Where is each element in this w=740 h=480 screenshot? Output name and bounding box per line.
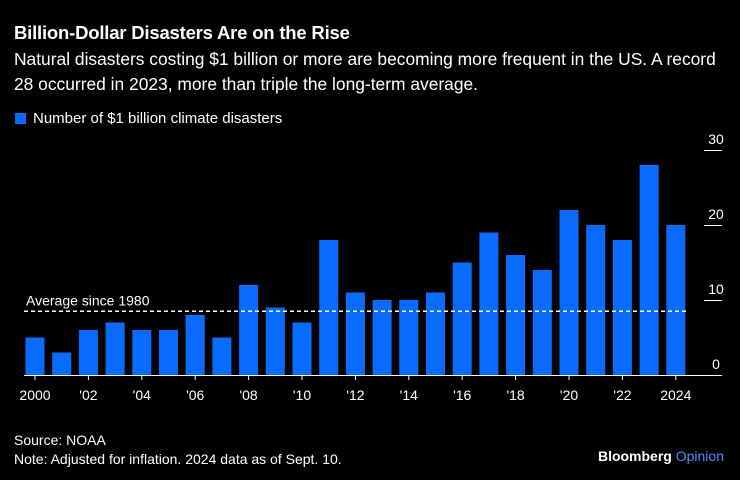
x-tick-label: 2024 [660, 387, 691, 403]
x-tick-label: '02 [79, 387, 97, 403]
bar-2017 [479, 232, 499, 375]
legend-swatch [15, 113, 26, 124]
average-line-group: Average since 1980 [24, 292, 686, 312]
bar-2018 [506, 255, 526, 375]
bar-2014 [399, 300, 419, 375]
source-note: Source: NOAA [14, 432, 106, 448]
x-tick-label: '10 [293, 387, 311, 403]
x-tick-label: '22 [613, 387, 631, 403]
x-tick-label: '20 [560, 387, 578, 403]
bar-2007 [212, 337, 232, 375]
brand-accent: Opinion [675, 448, 724, 464]
brand-logo: Bloomberg Opinion [598, 448, 724, 464]
x-tick-label: 2000 [19, 387, 50, 403]
y-tick-label: 10 [708, 281, 724, 297]
bar-2012 [345, 292, 365, 375]
x-axis: 2000 '02 '04 '06 '08 '10 '12 '14 '16 '18 '20 '22 202… [19, 375, 722, 403]
bar-2009 [265, 307, 285, 375]
average-label: Average since 1980 [26, 292, 150, 308]
bar-2008 [239, 285, 259, 375]
bar-2013 [372, 300, 392, 375]
bar-2024 [666, 225, 686, 375]
bar-2006 [185, 315, 205, 375]
bar-2000 [25, 337, 45, 375]
bar-2020 [559, 210, 579, 375]
bar-2001 [52, 352, 72, 375]
brand-main: Bloomberg [597, 448, 672, 464]
chart-title: Billion-Dollar Disasters Are on the Rise [14, 22, 350, 43]
bars-group [25, 165, 686, 375]
bar-2005 [159, 330, 178, 375]
bar-2011 [319, 240, 339, 375]
x-tick-label: '12 [346, 387, 364, 403]
bar-2022 [612, 240, 632, 375]
y-tick-label: 20 [708, 206, 724, 222]
chart-subtitle: Natural disasters costing $1 billion or … [14, 49, 716, 94]
x-tick-label: '14 [400, 387, 418, 403]
y-axis: 0 10 20 30 [704, 131, 724, 372]
bar-2004 [132, 330, 152, 375]
x-tick-label: '18 [506, 387, 524, 403]
legend: Number of $1 billion climate disasters [15, 110, 282, 127]
x-tick-label: '04 [133, 387, 151, 403]
bar-2019 [532, 270, 552, 375]
bar-2021 [586, 225, 606, 375]
x-tick-label: '06 [186, 387, 204, 403]
bar-2003 [105, 322, 125, 375]
bar-2023 [639, 165, 659, 375]
bar-2015 [426, 292, 445, 375]
x-tick-label: '08 [239, 387, 257, 403]
bar-2002 [78, 330, 98, 375]
y-tick-label: 0 [712, 356, 720, 372]
bar-2016 [452, 262, 472, 375]
footnote: Note: Adjusted for inflation. 2024 data … [14, 451, 342, 467]
bar-2010 [292, 322, 312, 375]
x-tick-label: '16 [453, 387, 471, 403]
y-tick-label: 30 [708, 131, 724, 147]
legend-label: Number of $1 billion climate disasters [33, 110, 283, 127]
